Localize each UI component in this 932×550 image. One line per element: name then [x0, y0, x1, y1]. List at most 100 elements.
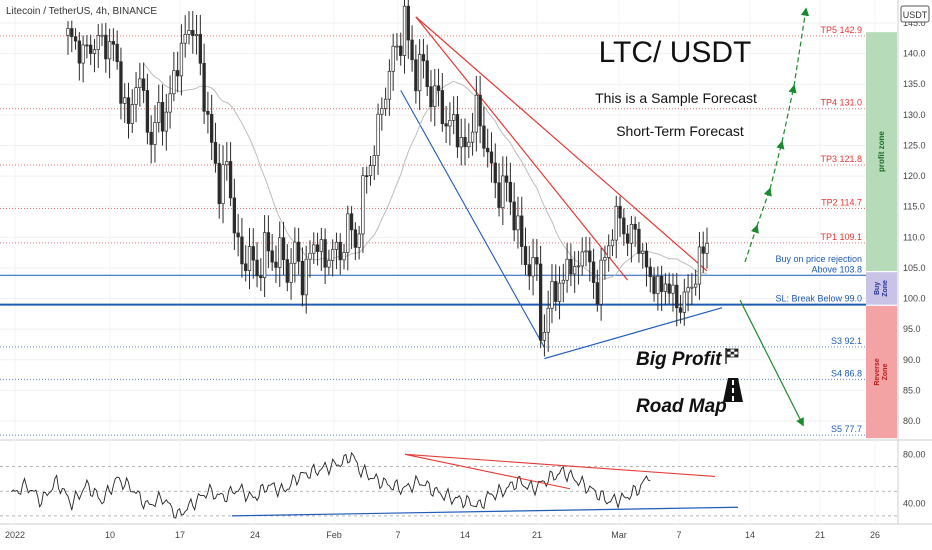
- candle-body: [349, 213, 354, 231]
- candle-body: [85, 44, 89, 47]
- candle-body: [440, 90, 444, 125]
- candle-body: [342, 252, 346, 261]
- checkered-flag-icon: [725, 348, 739, 364]
- y-tick-label: 120.0: [903, 171, 926, 181]
- candle-body: [191, 30, 195, 36]
- candle-body: [387, 70, 392, 100]
- x-tick-label: 17: [175, 530, 185, 540]
- currency-badge[interactable]: [900, 5, 930, 23]
- resistance-line: [415, 16, 708, 272]
- candle-body: [406, 5, 410, 41]
- support-line: [544, 307, 723, 360]
- candle-body: [538, 263, 543, 341]
- candle-body: [565, 258, 569, 281]
- buy-zone-label: Buy: [874, 282, 881, 295]
- candle-body: [285, 259, 289, 283]
- grid: [0, 0, 898, 524]
- candle-body: [633, 223, 637, 230]
- y-tick-label: 95.0: [903, 324, 921, 334]
- candle-body: [497, 182, 501, 208]
- candle-body: [353, 229, 358, 248]
- price-level-label: TP3 121.8: [820, 154, 862, 164]
- candle-body: [107, 41, 112, 60]
- candle-body: [482, 125, 486, 149]
- candle-body: [244, 263, 248, 272]
- candle-body: [134, 87, 138, 105]
- candle-body: [361, 175, 365, 235]
- candle-body: [550, 281, 554, 309]
- candle-body: [289, 262, 293, 283]
- candle-body: [675, 284, 679, 309]
- reverse-zone-bar: [866, 305, 897, 439]
- candle-body: [599, 259, 603, 305]
- candle-body: [338, 241, 342, 261]
- candle-body: [697, 246, 702, 285]
- candle-body: [157, 102, 161, 123]
- candle-body: [421, 54, 426, 62]
- symbol-title: Litecoin / TetherUS, 4h, BINANCE: [6, 6, 157, 17]
- y-tick-label: 90.0: [903, 355, 921, 365]
- candle-body: [641, 250, 645, 254]
- rsi-tick-label: 40.00: [903, 499, 926, 509]
- candle-body: [629, 223, 634, 244]
- forecast-line-2: Short-Term Forecast: [616, 123, 744, 139]
- y-tick-label: 135.0: [903, 79, 926, 89]
- candle-body: [247, 246, 252, 272]
- x-tick-label: 14: [460, 530, 470, 540]
- price-level-label: Above 103.8: [811, 264, 862, 274]
- forecast-up-arrow: [756, 187, 772, 227]
- candle-body: [383, 98, 388, 109]
- x-tick-label: 21: [532, 530, 542, 540]
- candle-body: [489, 151, 494, 164]
- candle-body: [73, 36, 78, 42]
- x-tick-label: 7: [676, 530, 681, 540]
- candles: [66, 0, 709, 357]
- candle-body: [531, 257, 535, 277]
- candle-body: [474, 94, 479, 133]
- price-level-label: S5 77.7: [831, 424, 862, 434]
- candle-body: [262, 232, 267, 279]
- candle-body: [202, 62, 206, 112]
- y-tick-label: 110.0: [903, 232, 925, 242]
- x-tick-label: 21: [815, 530, 825, 540]
- candle-body: [678, 307, 683, 313]
- candle-body: [187, 30, 191, 35]
- candle-body: [194, 34, 199, 36]
- price-axis[interactable]: [898, 0, 932, 550]
- road-icon: [723, 378, 743, 402]
- candle-body: [315, 244, 320, 252]
- candle-body: [671, 284, 675, 294]
- candle-body: [380, 108, 384, 115]
- reverse-zone-label: Reverse: [874, 358, 881, 385]
- candle-body: [104, 34, 108, 60]
- buy-zone-label: Zone: [882, 280, 889, 297]
- candle-body: [452, 114, 456, 121]
- candle-body: [584, 250, 588, 253]
- candle-body: [463, 137, 467, 148]
- candle-body: [682, 291, 686, 313]
- candle-body: [172, 70, 176, 95]
- resistance-line: [415, 16, 629, 281]
- price-panel[interactable]: [0, 0, 898, 440]
- candle-body: [433, 85, 437, 107]
- forecast-up-arrow: [744, 224, 759, 263]
- y-tick-label: 125.0: [903, 140, 926, 150]
- price-axis-ticks: 145.0 140.0 135.0 130.0 125.0 120.0 115.0 110.0…: [903, 18, 926, 426]
- candle-body: [607, 245, 611, 258]
- candle-body: [569, 258, 573, 275]
- x-tick-label: 26: [870, 530, 880, 540]
- candle-body: [357, 233, 361, 248]
- candle-body: [100, 34, 104, 37]
- rsi-panel[interactable]: 80.00 40.00: [0, 449, 926, 519]
- profit-zone-bar: [866, 32, 897, 271]
- candle-body: [501, 175, 505, 208]
- candle-body: [111, 41, 116, 45]
- candle-body: [591, 261, 596, 283]
- candle-body: [493, 162, 497, 184]
- currency-label: USDT: [903, 10, 928, 20]
- y-tick-label: 130.0: [903, 110, 926, 120]
- buy-zone-bar: [866, 272, 897, 305]
- big-profit-label: Big Profit: [636, 349, 722, 370]
- candle-body: [516, 215, 520, 231]
